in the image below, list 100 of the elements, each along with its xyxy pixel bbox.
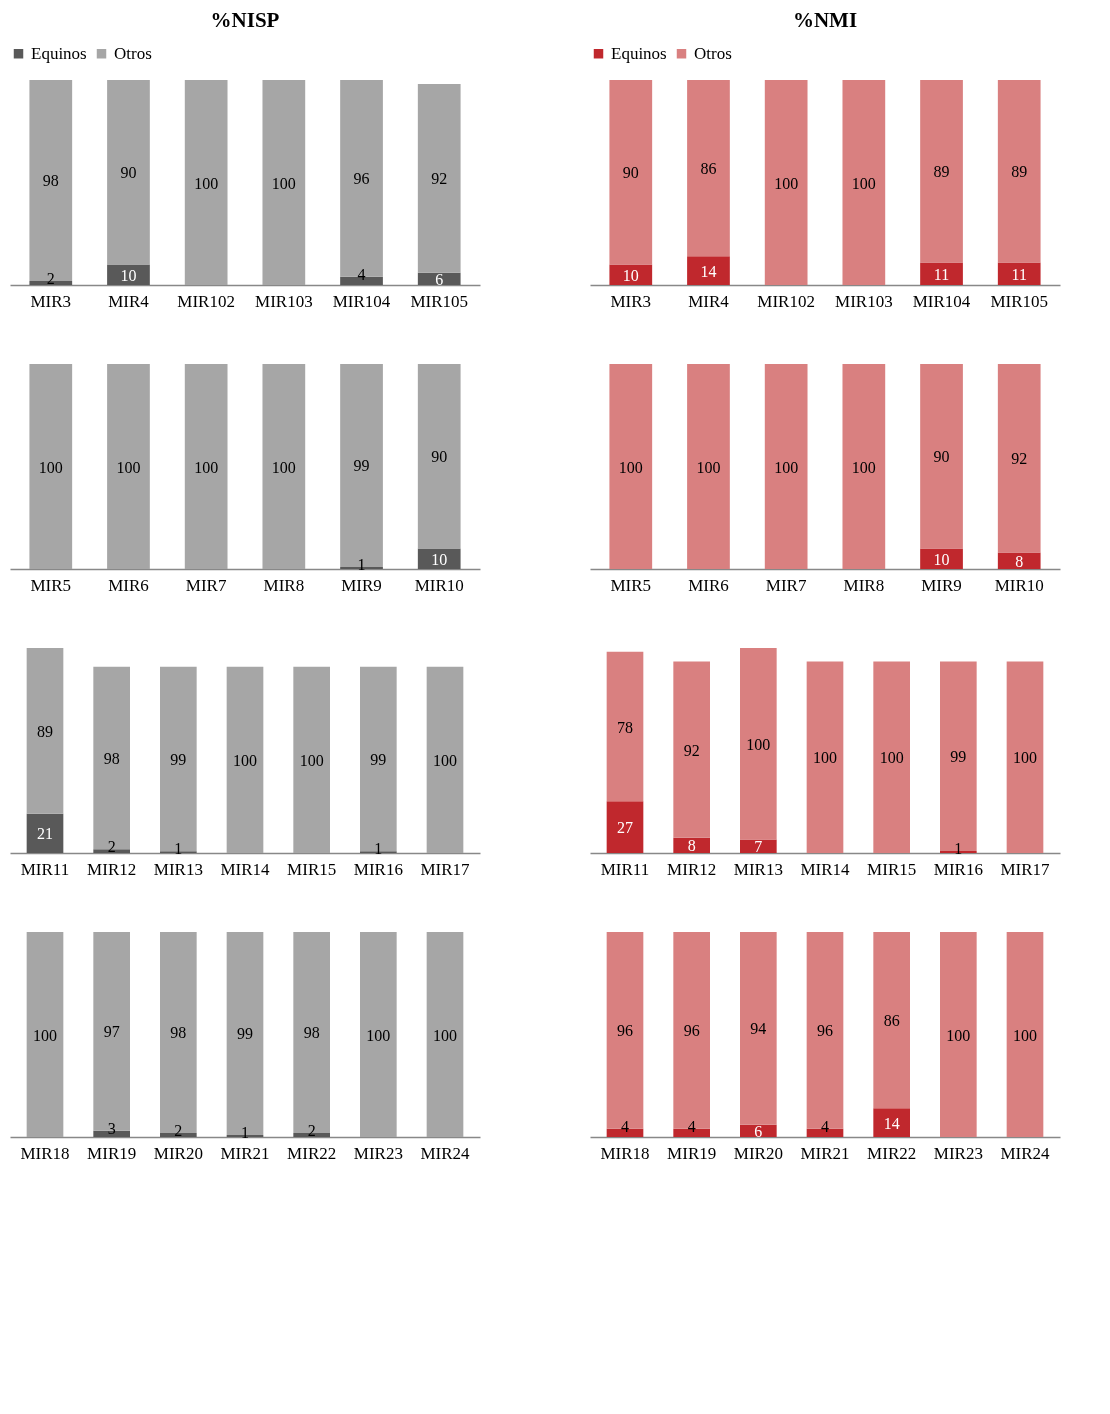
x-tick-label: MIR102 <box>757 291 815 311</box>
x-tick-label: MIR15 <box>867 859 917 879</box>
data-label: 100 <box>271 458 296 476</box>
data-label: 8 <box>1015 552 1024 570</box>
bar <box>26 648 64 814</box>
data-label: 90 <box>120 164 137 182</box>
bar <box>687 256 730 285</box>
data-label: 100 <box>1013 1026 1037 1044</box>
x-tick-label: MIR17 <box>420 859 471 879</box>
data-label: 100 <box>38 458 63 476</box>
x-tick-label: MIR21 <box>800 1143 850 1163</box>
data-label: 10 <box>431 550 448 568</box>
bar <box>107 80 150 265</box>
x-tick-label: MIR20 <box>153 1143 203 1163</box>
bar <box>93 666 130 850</box>
x-tick-label: MIR11 <box>600 859 650 879</box>
legend-label: Equinos <box>31 43 87 63</box>
data-label: 1 <box>357 555 366 573</box>
data-label: 3 <box>107 1119 116 1137</box>
x-tick-label: MIR4 <box>688 291 730 311</box>
legend-label: Equinos <box>611 43 667 63</box>
data-label: 14 <box>883 1114 900 1132</box>
data-label: 100 <box>33 1026 57 1044</box>
x-tick-label: MIR18 <box>600 1143 650 1163</box>
bar <box>687 80 730 257</box>
data-label: 11 <box>1011 265 1027 283</box>
x-tick-label: MIR5 <box>30 575 72 595</box>
bar <box>360 666 397 852</box>
bar <box>740 648 777 840</box>
data-label: 4 <box>621 1117 629 1135</box>
x-tick-label: MIR17 <box>1000 859 1051 879</box>
x-tick-label: MIR13 <box>153 859 203 879</box>
data-label: 1 <box>954 840 963 858</box>
bar <box>417 84 461 273</box>
bar <box>26 932 64 1137</box>
x-tick-label: MIR14 <box>800 859 851 879</box>
x-tick-label: MIR19 <box>87 1143 137 1163</box>
bar <box>673 661 710 838</box>
data-label: 10 <box>622 266 639 284</box>
data-label: 6 <box>754 1122 763 1140</box>
bar <box>360 932 397 1137</box>
data-label: 92 <box>1011 450 1028 468</box>
data-label: 2 <box>307 1121 316 1139</box>
x-tick-label: MIR103 <box>835 291 893 311</box>
x-tick-label: MIR16 <box>933 859 983 879</box>
x-tick-label: MIR19 <box>667 1143 717 1163</box>
data-label: 1 <box>374 840 383 858</box>
x-tick-label: MIR9 <box>341 575 382 595</box>
data-label: 100 <box>946 1026 971 1044</box>
x-tick-label: MIR5 <box>610 575 652 595</box>
data-label: 86 <box>883 1012 900 1030</box>
data-label: 98 <box>303 1024 320 1042</box>
data-label: 92 <box>683 741 700 759</box>
data-label: 4 <box>357 265 366 283</box>
data-label: 10 <box>120 266 137 284</box>
data-label: 89 <box>933 163 950 181</box>
bar <box>764 80 808 285</box>
bar <box>873 661 910 853</box>
x-tick-label: MIR23 <box>933 1143 983 1163</box>
data-label: 100 <box>299 751 324 769</box>
data-label: 90 <box>933 448 950 466</box>
bar <box>873 932 910 1109</box>
bar <box>184 80 228 285</box>
x-tick-label: MIR4 <box>108 291 150 311</box>
bar <box>740 839 777 853</box>
data-label: 99 <box>353 457 370 475</box>
x-tick-label: MIR3 <box>610 291 652 311</box>
bar <box>806 661 844 853</box>
data-label: 89 <box>1011 163 1028 181</box>
data-label: 8 <box>687 837 696 855</box>
x-tick-label: MIR103 <box>255 291 313 311</box>
bar <box>1006 932 1044 1137</box>
x-tick-label: MIR20 <box>733 1143 783 1163</box>
x-tick-label: MIR12 <box>667 859 717 879</box>
x-tick-label: MIR104 <box>912 291 971 311</box>
data-label: 27 <box>617 819 633 837</box>
data-label: 96 <box>617 1022 633 1040</box>
x-tick-label: MIR10 <box>414 575 464 595</box>
data-label: 6 <box>435 270 444 288</box>
x-tick-label: MIR14 <box>220 859 271 879</box>
data-label: 86 <box>700 160 717 178</box>
bar <box>873 1108 910 1137</box>
data-label: 94 <box>750 1020 767 1038</box>
bar <box>160 666 197 852</box>
data-label: 4 <box>821 1117 829 1135</box>
bar <box>997 262 1041 285</box>
data-label: 100 <box>194 174 219 192</box>
data-label: 89 <box>37 722 53 740</box>
data-label: 99 <box>237 1025 253 1043</box>
data-label: 14 <box>700 262 717 280</box>
data-label: 90 <box>431 448 448 466</box>
bar <box>426 932 464 1137</box>
data-label: 98 <box>103 749 120 767</box>
data-label: 100 <box>116 458 141 476</box>
x-tick-label: MIR24 <box>1000 1143 1051 1163</box>
x-tick-label: MIR18 <box>20 1143 70 1163</box>
bar <box>606 801 644 853</box>
data-label: 90 <box>622 164 639 182</box>
bar <box>997 80 1041 263</box>
x-tick-label: MIR8 <box>263 575 305 595</box>
